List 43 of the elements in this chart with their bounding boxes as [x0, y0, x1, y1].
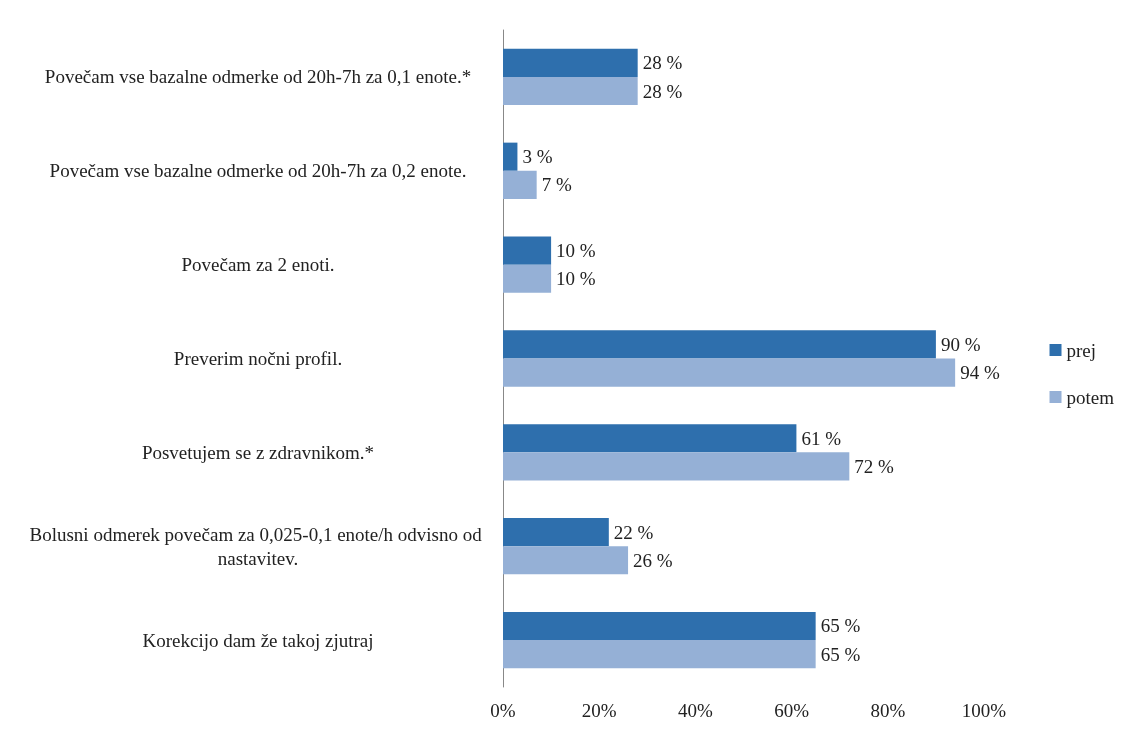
bar	[503, 546, 629, 575]
data-label: 65 %	[820, 615, 861, 637]
bar	[503, 170, 537, 199]
bar	[503, 640, 816, 669]
bar	[503, 452, 850, 481]
y-tick-label: Povečam vse bazalne odmerke od 20h-7h za 0,2 enote.	[49, 160, 467, 182]
x-tick-label: 40%	[677, 700, 713, 721]
bar	[503, 236, 552, 265]
bar	[503, 518, 609, 547]
y-tick-label: Povečam za 2 enoti.	[181, 254, 335, 276]
data-label: 7 %	[541, 174, 572, 196]
y-tick-label: Preverim nočni profil.	[173, 348, 343, 369]
data-label: 65 %	[820, 643, 861, 665]
data-label: 90 %	[940, 333, 981, 355]
x-tick-label: 60%	[774, 700, 810, 721]
data-label: 61 %	[801, 427, 842, 449]
bar	[503, 142, 518, 171]
data-label: 22 %	[613, 521, 654, 543]
y-tick-label: Korekcijo dam že takoj zjutraj	[142, 629, 374, 651]
data-label: 3 %	[522, 146, 553, 168]
x-tick-label: 100%	[961, 700, 1007, 721]
data-label: 94 %	[960, 362, 1000, 384]
data-label: 28 %	[642, 80, 683, 102]
x-tick-label: 20%	[581, 700, 617, 721]
data-label: 26 %	[633, 549, 673, 571]
x-tick-label: 80%	[870, 700, 906, 721]
bar	[503, 264, 552, 293]
bar	[503, 424, 797, 453]
data-label: 72 %	[854, 455, 895, 477]
bar	[503, 611, 816, 641]
legend-label: prej	[1066, 339, 1097, 361]
bar	[503, 76, 638, 106]
bar	[503, 358, 956, 387]
bar	[503, 48, 638, 77]
data-label: 28 %	[642, 52, 683, 74]
bar	[503, 330, 936, 359]
legend-label: potem	[1066, 386, 1115, 408]
data-label: 10 %	[556, 268, 596, 290]
data-label: 10 %	[556, 240, 596, 262]
y-tick-label: Bolusni odmerek povečam za 0,025-0,1 enote/h odvisno od nastavitev.	[29, 523, 487, 569]
y-tick-label: Povečam vse bazalne odmerke od 20h-7h za 0,1 enote.*	[44, 66, 472, 88]
y-tick-label: Posvetujem se z zdravnikom.*	[141, 441, 375, 463]
x-tick-label: 0%	[490, 700, 516, 721]
